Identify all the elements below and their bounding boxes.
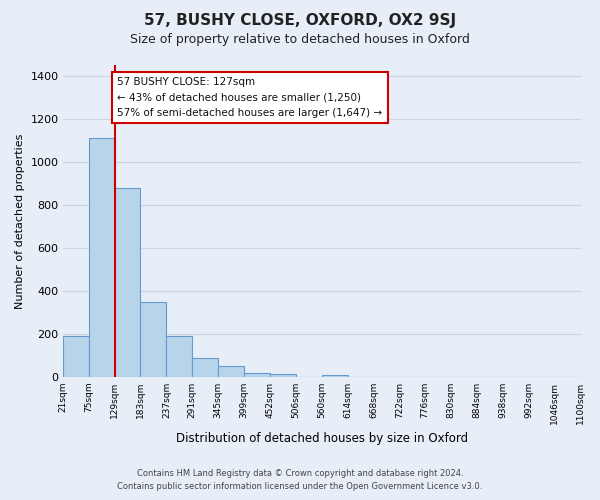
Text: Contains HM Land Registry data © Crown copyright and database right 2024.
Contai: Contains HM Land Registry data © Crown c… xyxy=(118,469,482,491)
Text: 57 BUSHY CLOSE: 127sqm
← 43% of detached houses are smaller (1,250)
57% of semi-: 57 BUSHY CLOSE: 127sqm ← 43% of detached… xyxy=(117,77,382,118)
Bar xyxy=(270,374,296,378)
Bar xyxy=(89,138,115,378)
Bar xyxy=(244,372,270,378)
Bar xyxy=(115,188,140,378)
Text: 57, BUSHY CLOSE, OXFORD, OX2 9SJ: 57, BUSHY CLOSE, OXFORD, OX2 9SJ xyxy=(144,12,456,28)
Bar xyxy=(192,358,218,378)
Bar xyxy=(218,366,244,378)
Bar xyxy=(63,336,89,378)
Y-axis label: Number of detached properties: Number of detached properties xyxy=(15,134,25,309)
Bar xyxy=(140,302,166,378)
Bar xyxy=(166,336,192,378)
Bar xyxy=(322,374,347,378)
Text: Size of property relative to detached houses in Oxford: Size of property relative to detached ho… xyxy=(130,32,470,46)
X-axis label: Distribution of detached houses by size in Oxford: Distribution of detached houses by size … xyxy=(176,432,468,445)
